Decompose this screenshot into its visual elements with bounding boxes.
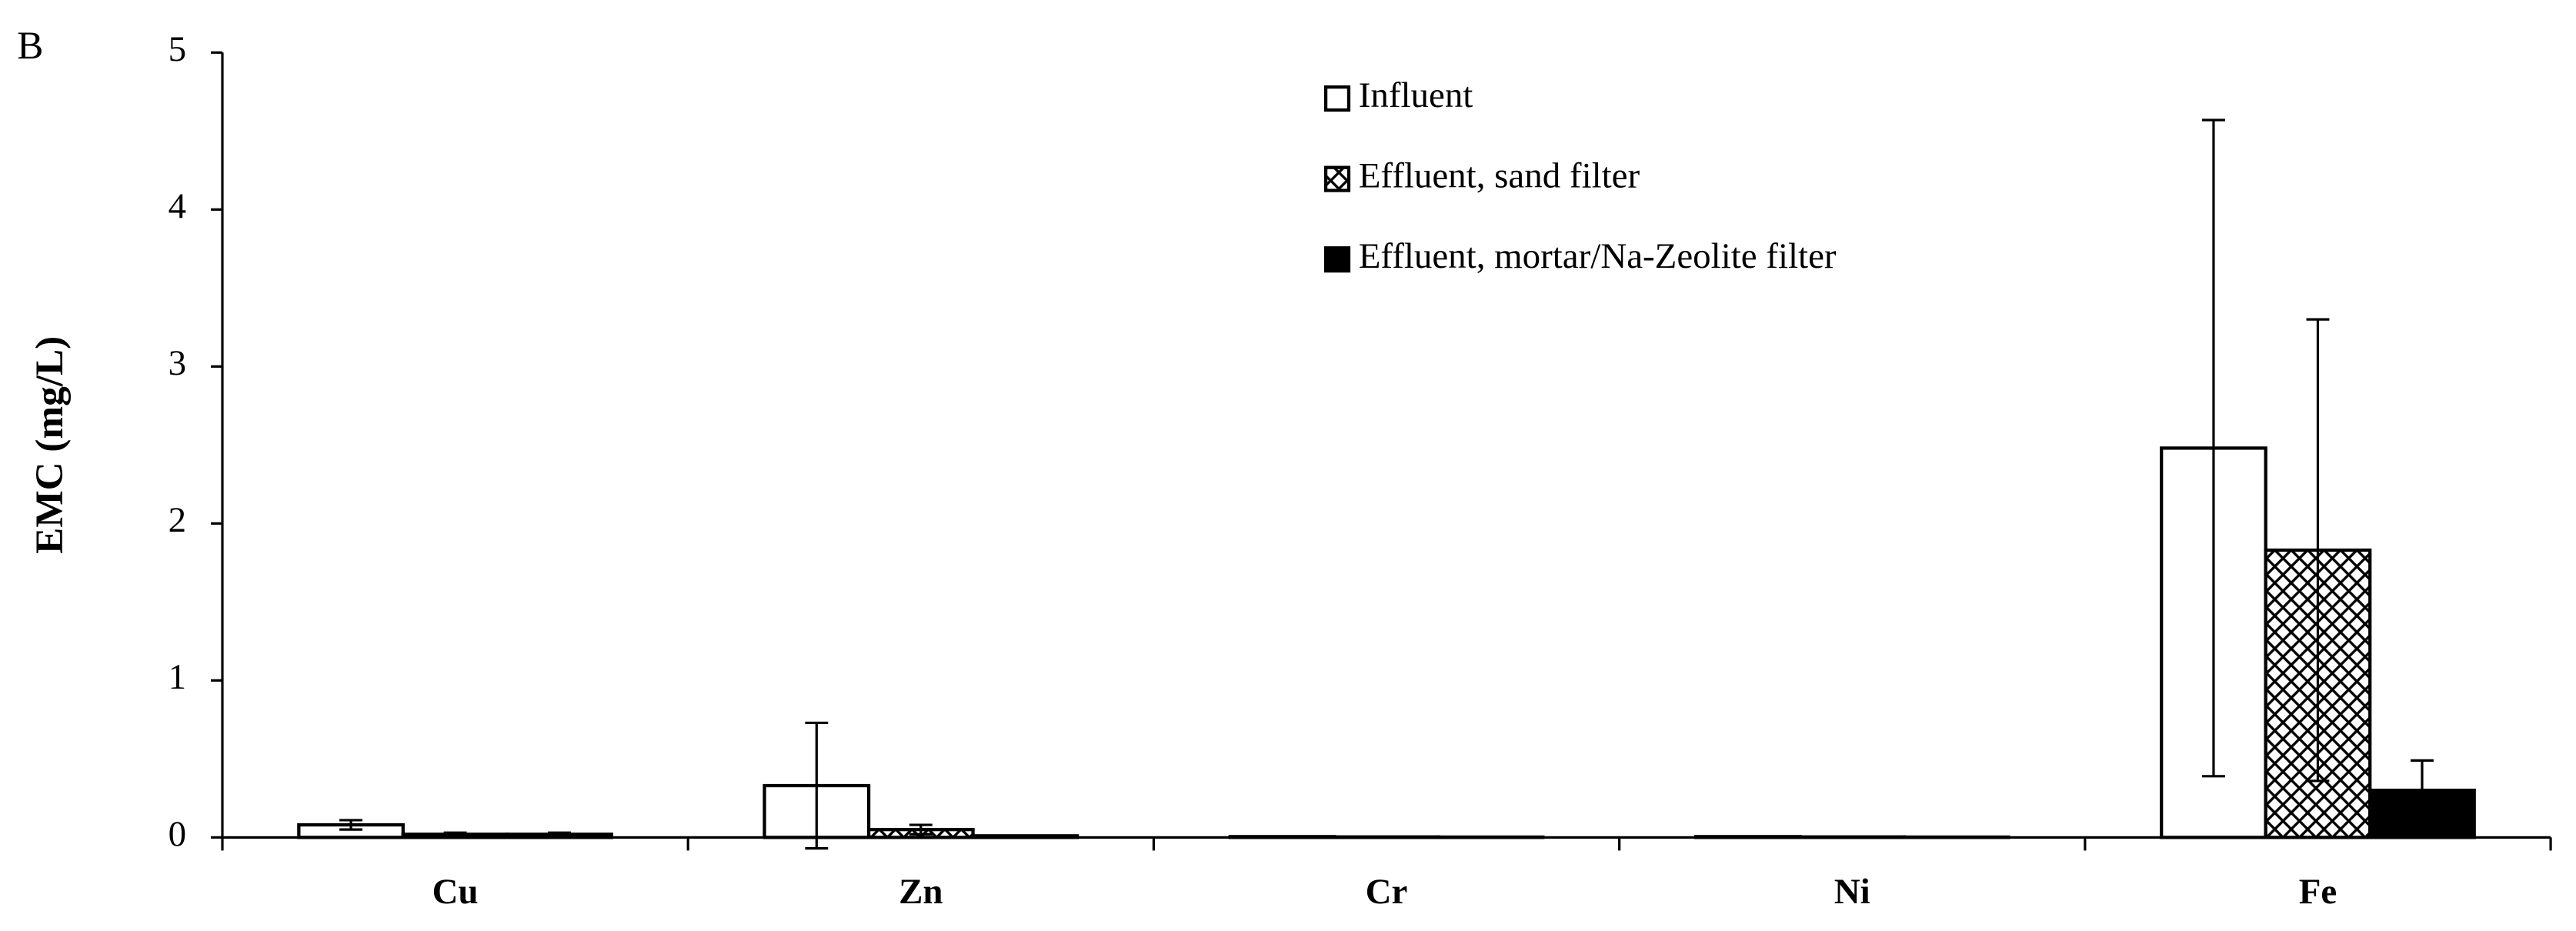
bar xyxy=(1693,835,1802,839)
bar xyxy=(1228,835,1336,839)
y-tick-label: 5 xyxy=(169,29,186,69)
bar xyxy=(1333,835,1440,839)
y-tick-label: 0 xyxy=(169,814,186,854)
error-bar xyxy=(2306,318,2330,783)
y-tick-label: 3 xyxy=(169,343,186,383)
legend-swatch xyxy=(1323,246,1351,273)
y-axis-label: EMC (mg/L) xyxy=(28,336,72,554)
y-tick-label: 2 xyxy=(169,500,186,540)
x-tick-label: Fe xyxy=(2299,872,2337,912)
bar xyxy=(971,834,1079,839)
legend-swatch xyxy=(1323,85,1351,112)
legend-swatch xyxy=(1323,165,1351,192)
x-tick-label: Cu xyxy=(432,872,479,912)
legend-label: Effluent, mortar/Na-Zeolite filter xyxy=(1359,236,1837,276)
y-tick-label: 4 xyxy=(169,186,186,226)
legend-label: Influent xyxy=(1359,75,1473,115)
error-bar xyxy=(339,819,363,831)
x-tick-label: Zn xyxy=(899,872,943,912)
error-bar xyxy=(2202,118,2225,778)
error-bar xyxy=(2411,759,2434,822)
y-tick-label: 1 xyxy=(169,657,186,697)
error-bar xyxy=(548,831,572,837)
x-tick-label: Ni xyxy=(1834,872,1870,912)
panel-label: B xyxy=(17,24,43,68)
error-bar xyxy=(805,721,829,850)
x-tick-label: Cr xyxy=(1366,872,1408,912)
error-bar xyxy=(909,823,933,836)
bar xyxy=(1798,835,1907,839)
legend-label: Effluent, sand filter xyxy=(1359,155,1640,195)
error-bar xyxy=(443,831,467,837)
